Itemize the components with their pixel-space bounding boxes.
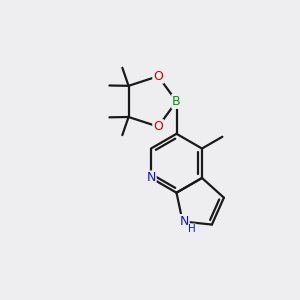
Text: N: N [146, 172, 156, 184]
Text: N: N [179, 215, 189, 228]
Text: H: H [188, 224, 196, 234]
Text: O: O [153, 70, 163, 83]
Text: B: B [172, 95, 181, 108]
Text: O: O [153, 120, 163, 133]
